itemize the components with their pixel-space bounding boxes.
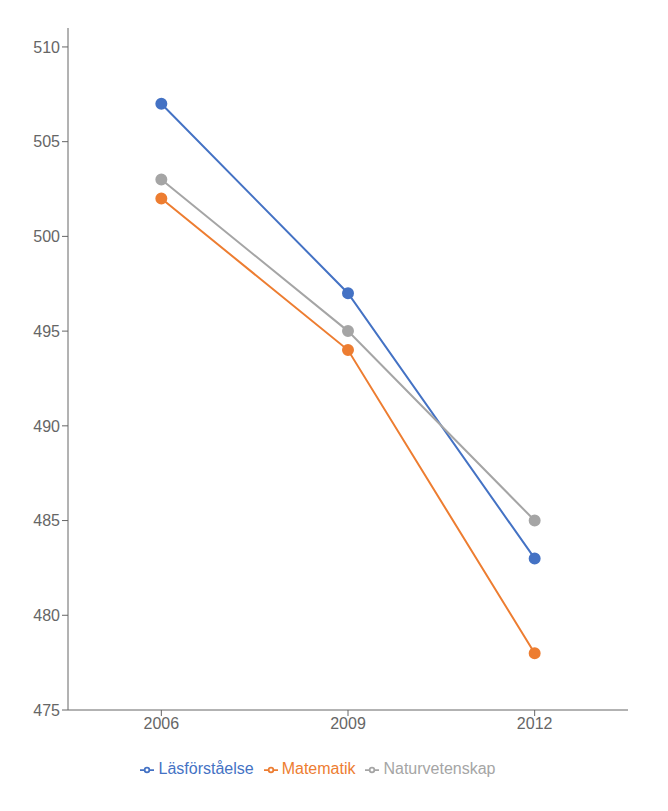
svg-text:2009: 2009 (330, 715, 366, 732)
svg-text:495: 495 (33, 323, 60, 340)
html-text:Matematik: Matematik (281, 760, 356, 777)
svg-text:485: 485 (33, 512, 60, 529)
svg-text:510: 510 (33, 39, 60, 56)
svg-text:475: 475 (33, 702, 60, 719)
svg-text:505: 505 (33, 133, 60, 150)
svg-text:2006: 2006 (144, 715, 180, 732)
html-text:Läsförståelse: Läsförståelse (158, 760, 254, 777)
svg-text:500: 500 (33, 228, 60, 245)
svg-text:480: 480 (33, 607, 60, 624)
svg-text:490: 490 (33, 418, 60, 435)
html-text:Naturvetenskap: Naturvetenskap (383, 760, 496, 777)
svg-text:2012: 2012 (517, 715, 553, 732)
